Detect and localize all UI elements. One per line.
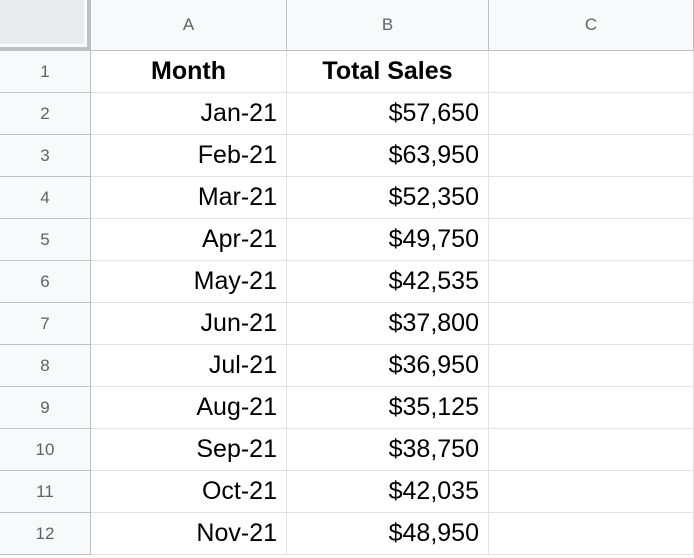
empty-cell[interactable]	[489, 387, 694, 429]
month-cell[interactable]: Oct-21	[91, 471, 287, 513]
empty-cell[interactable]	[489, 513, 694, 555]
row-header[interactable]: 8	[0, 345, 91, 387]
month-cell[interactable]: Aug-21	[91, 387, 287, 429]
row-header[interactable]: 3	[0, 135, 91, 177]
empty-cell[interactable]	[489, 429, 694, 471]
cell-c1[interactable]	[489, 51, 694, 93]
table-row: 12 Nov-21 $48,950	[0, 513, 694, 555]
select-all-corner-fill	[0, 0, 84, 44]
table-row: 2 Jan-21 $57,650	[0, 93, 694, 135]
table-row: 7 Jun-21 $37,800	[0, 303, 694, 345]
table-row: 8 Jul-21 $36,950	[0, 345, 694, 387]
row-header[interactable]: 1	[0, 51, 91, 93]
row-header[interactable]: 10	[0, 429, 91, 471]
empty-cell[interactable]	[489, 261, 694, 303]
sales-cell[interactable]: $38,750	[287, 429, 489, 471]
sales-cell[interactable]: $36,950	[287, 345, 489, 387]
month-cell[interactable]: Nov-21	[91, 513, 287, 555]
table-row: 11 Oct-21 $42,035	[0, 471, 694, 513]
cell-b1-total-sales-header[interactable]: Total Sales	[287, 51, 489, 93]
row-header[interactable]: 11	[0, 471, 91, 513]
table-row: 9 Aug-21 $35,125	[0, 387, 694, 429]
sales-cell[interactable]: $52,350	[287, 177, 489, 219]
table-row: 4 Mar-21 $52,350	[0, 177, 694, 219]
sales-cell[interactable]: $49,750	[287, 219, 489, 261]
row-header[interactable]: 4	[0, 177, 91, 219]
row-header[interactable]: 7	[0, 303, 91, 345]
cell-a1-month-header[interactable]: Month	[91, 51, 287, 93]
sales-cell[interactable]: $63,950	[287, 135, 489, 177]
empty-cell[interactable]	[489, 219, 694, 261]
sales-cell[interactable]: $35,125	[287, 387, 489, 429]
month-cell[interactable]: Mar-21	[91, 177, 287, 219]
empty-cell[interactable]	[489, 345, 694, 387]
select-all-corner[interactable]	[0, 0, 91, 51]
sales-cell[interactable]: $42,535	[287, 261, 489, 303]
sales-cell[interactable]: $48,950	[287, 513, 489, 555]
month-cell[interactable]: May-21	[91, 261, 287, 303]
empty-cell[interactable]	[489, 93, 694, 135]
column-header-a[interactable]: A	[91, 0, 287, 51]
month-cell[interactable]: Feb-21	[91, 135, 287, 177]
empty-cell[interactable]	[489, 303, 694, 345]
row-header[interactable]: 6	[0, 261, 91, 303]
column-header-c[interactable]: C	[489, 0, 694, 51]
table-row: 5 Apr-21 $49,750	[0, 219, 694, 261]
table-row: 1 Month Total Sales	[0, 51, 694, 93]
column-header-b[interactable]: B	[287, 0, 489, 51]
empty-cell[interactable]	[489, 177, 694, 219]
sales-cell[interactable]: $37,800	[287, 303, 489, 345]
month-cell[interactable]: Apr-21	[91, 219, 287, 261]
table-row: 3 Feb-21 $63,950	[0, 135, 694, 177]
row-header[interactable]: 9	[0, 387, 91, 429]
table-row: 10 Sep-21 $38,750	[0, 429, 694, 471]
month-cell[interactable]: Sep-21	[91, 429, 287, 471]
row-header[interactable]: 12	[0, 513, 91, 555]
empty-cell[interactable]	[489, 471, 694, 513]
month-cell[interactable]: Jun-21	[91, 303, 287, 345]
table-row: 6 May-21 $42,535	[0, 261, 694, 303]
row-header[interactable]: 5	[0, 219, 91, 261]
month-cell[interactable]: Jan-21	[91, 93, 287, 135]
column-header-row: A B C	[0, 0, 694, 51]
row-header[interactable]: 2	[0, 93, 91, 135]
empty-cell[interactable]	[489, 135, 694, 177]
month-cell[interactable]: Jul-21	[91, 345, 287, 387]
sales-cell[interactable]: $57,650	[287, 93, 489, 135]
sales-cell[interactable]: $42,035	[287, 471, 489, 513]
